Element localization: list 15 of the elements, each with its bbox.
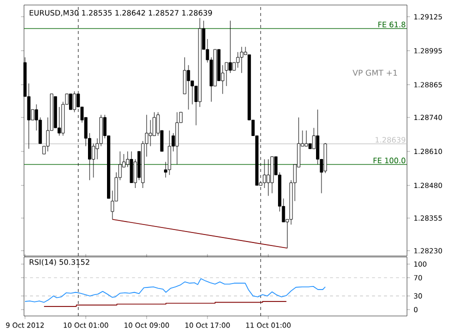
candlestick <box>224 62 228 86</box>
candlestick <box>228 20 232 74</box>
candlestick <box>168 130 172 176</box>
candlestick <box>304 130 308 146</box>
candlestick <box>148 120 152 146</box>
candlestick <box>72 91 76 112</box>
candlestick <box>130 151 134 184</box>
annotation: VP GMT +1 <box>352 70 397 76</box>
candlestick <box>236 52 240 68</box>
candlestick <box>262 159 266 188</box>
candlestick <box>240 46 244 74</box>
candlestick <box>186 64 190 110</box>
candlestick <box>175 112 179 165</box>
candlestick <box>69 94 72 110</box>
candlestick <box>266 159 270 196</box>
